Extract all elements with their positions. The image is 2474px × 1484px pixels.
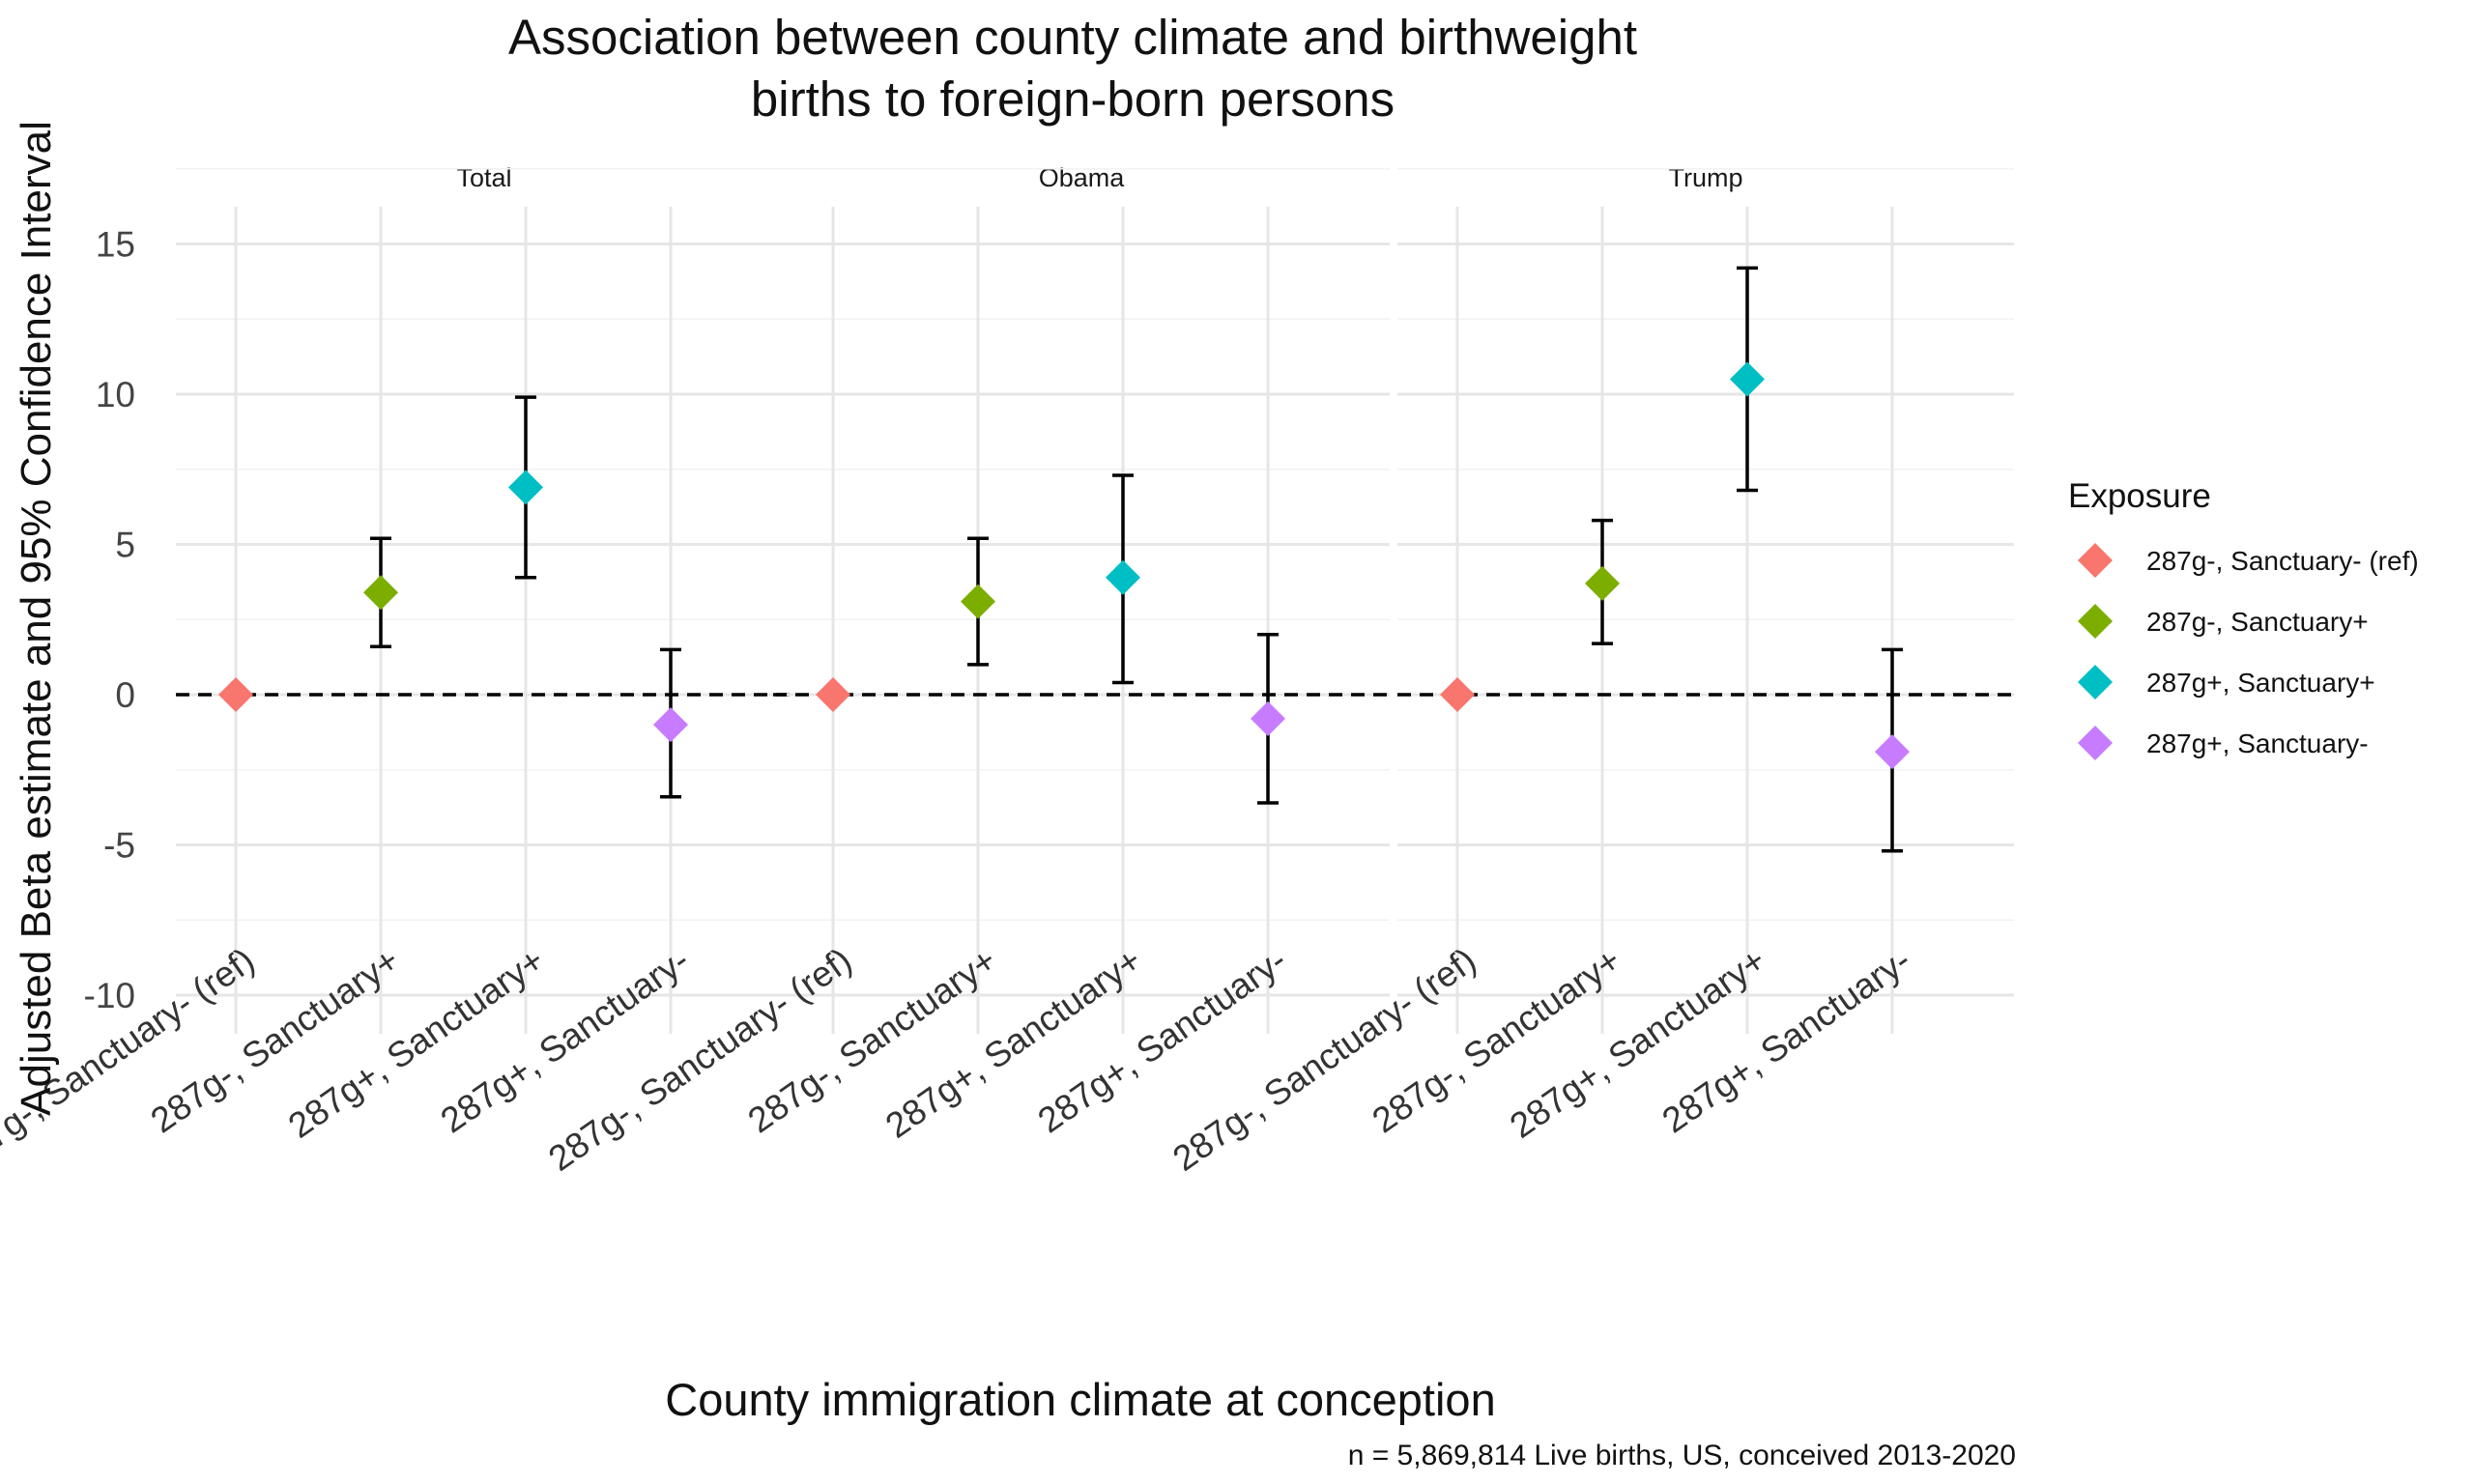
legend-key-0 — [2078, 543, 2113, 578]
data-point-trump-1 — [1585, 565, 1620, 601]
y-axis-title: Adjusted Beta estimate and 95% Confidenc… — [13, 121, 60, 1116]
legend-item-label: 287g-, Sanctuary+ — [2146, 607, 2369, 637]
x-tick-label: 287g-, Sanctuary+ — [1366, 940, 1628, 1141]
x-tick-label: 287g+, Sanctuary+ — [281, 940, 552, 1146]
data-point-obama-1 — [961, 584, 995, 619]
data-point-trump-2 — [1730, 361, 1765, 397]
data-point-total-3 — [653, 707, 688, 743]
y-tick-label: 0 — [115, 675, 135, 715]
chart-title-line-2: births to foreign-born persons — [750, 71, 1395, 127]
y-tick-label: 10 — [96, 375, 135, 414]
legend-key-3 — [2078, 726, 2113, 760]
panel-label-obama: Obama — [1039, 163, 1126, 192]
legend-title: Exposure — [2068, 477, 2211, 515]
x-tick-label: 287g+, Sanctuary+ — [878, 940, 1149, 1146]
y-tick-label: 5 — [115, 526, 135, 565]
legend-item-label: 287g-, Sanctuary- (ref) — [2146, 546, 2419, 576]
chart-title-line-1: Association between county climate and b… — [508, 10, 1637, 65]
x-tick-label: 287g+, Sanctuary- — [1655, 940, 1918, 1141]
data-point-total-0 — [218, 677, 253, 712]
x-tick-label: 287g-, Sanctuary+ — [144, 940, 407, 1141]
data-point-trump-3 — [1875, 734, 1910, 770]
legend-item-label: 287g+, Sanctuary- — [2146, 728, 2369, 758]
data-point-trump-0 — [1440, 677, 1475, 712]
x-tick-label: 287g-, Sanctuary+ — [741, 940, 1004, 1141]
chart-caption: n = 5,869,814 Live births, US, conceived… — [1347, 1440, 2016, 1471]
data-point-obama-3 — [1251, 700, 1285, 736]
x-tick-label: 287g+, Sanctuary+ — [1503, 940, 1773, 1146]
panel-label-trump: Trump — [1668, 163, 1742, 192]
legend-key-2 — [2078, 665, 2113, 699]
data-point-total-1 — [363, 575, 398, 611]
panel-label-total: Total — [456, 163, 511, 192]
data-point-obama-0 — [816, 677, 850, 712]
legend-item-label: 287g+, Sanctuary+ — [2146, 668, 2375, 698]
y-tick-label: 15 — [96, 225, 135, 265]
data-point-obama-2 — [1106, 559, 1140, 595]
data-point-total-2 — [508, 470, 543, 505]
y-tick-label: -10 — [84, 976, 135, 1015]
x-axis-title: County immigration climate at conception — [665, 1374, 1495, 1425]
legend-key-1 — [2078, 604, 2113, 639]
y-tick-label: -5 — [103, 826, 135, 866]
